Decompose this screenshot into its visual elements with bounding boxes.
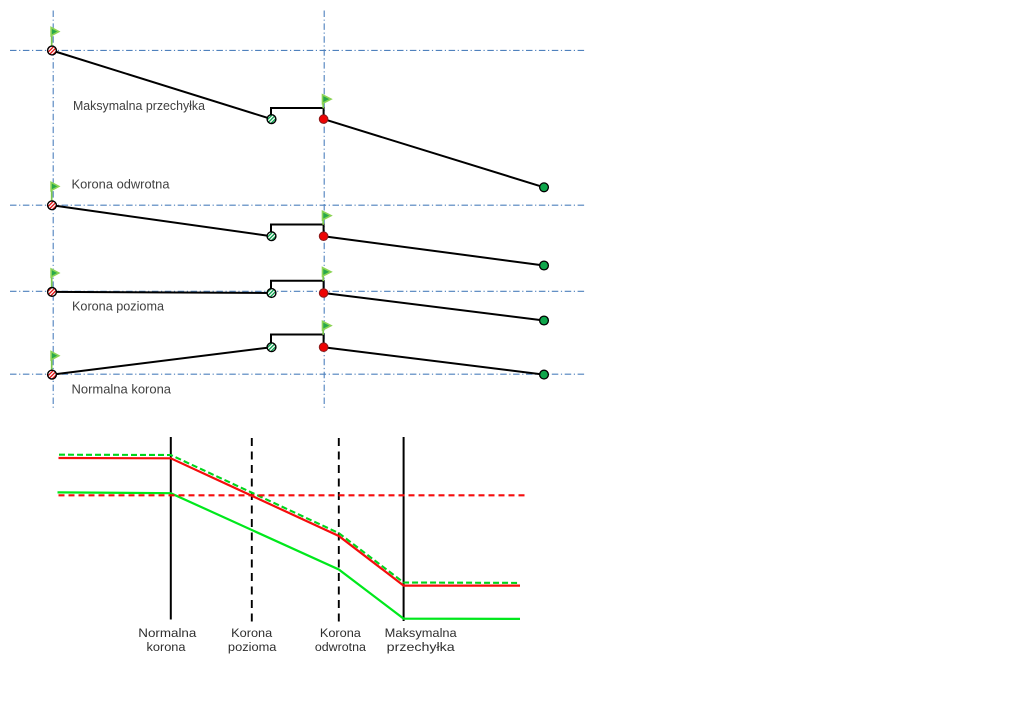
svg-text:Normalna korona: Normalna korona: [72, 381, 172, 396]
svg-text:pozioma: pozioma: [228, 640, 277, 654]
svg-text:odwrotna: odwrotna: [315, 640, 366, 654]
svg-text:Normalna: Normalna: [138, 626, 196, 640]
svg-text:Maksymalna: Maksymalna: [385, 626, 457, 640]
svg-text:korona: korona: [147, 640, 186, 654]
svg-text:przechyłka: przechyłka: [387, 640, 455, 654]
svg-text:Korona pozioma: Korona pozioma: [72, 299, 165, 314]
svg-text:Maksymalna przechyłka: Maksymalna przechyłka: [73, 98, 206, 113]
svg-text:Korona: Korona: [231, 626, 272, 640]
svg-text:Korona: Korona: [320, 626, 361, 640]
svg-text:Korona odwrotna: Korona odwrotna: [72, 176, 171, 191]
